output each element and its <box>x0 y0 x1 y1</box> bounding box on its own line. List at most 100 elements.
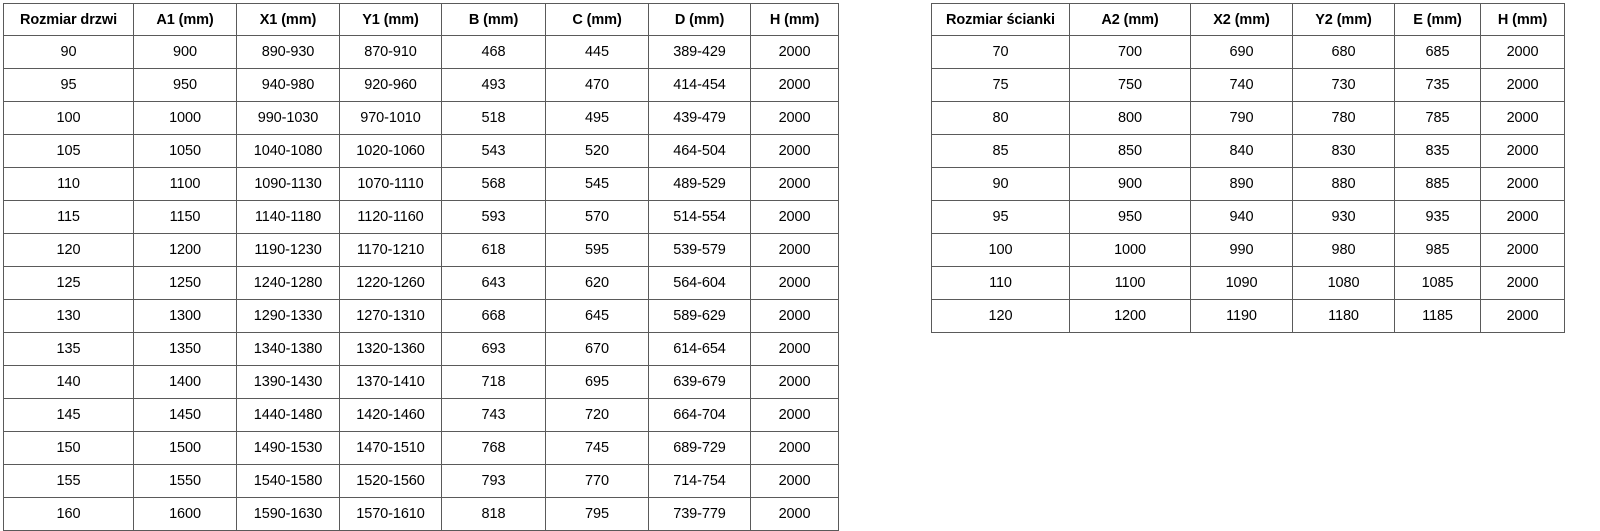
table-cell: 1090-1130 <box>236 167 340 201</box>
table-row: 90 900 890 880 885 2000 <box>931 167 1565 201</box>
table-row: 125 1250 1240-1280 1220-1260 643 620 564-604 20… <box>3 266 839 300</box>
table-cell: 2000 <box>1480 167 1565 201</box>
table-cell: 2000 <box>1480 200 1565 234</box>
table-cell: 690 <box>1190 35 1293 69</box>
table-cell: 110 <box>931 266 1070 300</box>
table-cell: 830 <box>1292 134 1395 168</box>
table-cell: 795 <box>545 497 649 531</box>
table-cell: 735 <box>1394 68 1481 102</box>
table-cell: 95 <box>931 200 1070 234</box>
wall-table-header: Rozmiar ścianki A2 (mm) X2 (mm) Y2 (mm) E (m… <box>931 3 1565 36</box>
spec-tables-page: Rozmiar drzwi A1 (mm) X1 (mm) Y1 (mm) B (mm)… <box>3 3 1565 531</box>
table-cell: 70 <box>931 35 1070 69</box>
table-cell: 1520-1560 <box>339 464 442 498</box>
table-cell: 2000 <box>1480 233 1565 267</box>
table-cell: 870-910 <box>339 35 442 69</box>
table-cell: 1000 <box>1069 233 1191 267</box>
doors-column-header-4: B (mm) <box>441 3 546 36</box>
table-cell: 145 <box>3 398 134 432</box>
table-row: 85 850 840 830 835 2000 <box>931 134 1565 168</box>
table-cell: 885 <box>1394 167 1481 201</box>
table-row: 115 1150 1140-1180 1120-1160 593 570 514-554 20… <box>3 200 839 234</box>
table-cell: 1050 <box>133 134 237 168</box>
table-cell: 1440-1480 <box>236 398 340 432</box>
table-cell: 1500 <box>133 431 237 465</box>
table-cell: 880 <box>1292 167 1395 201</box>
table-cell: 120 <box>3 233 134 267</box>
table-cell: 985 <box>1394 233 1481 267</box>
table-cell: 664-704 <box>648 398 751 432</box>
table-row: 120 1200 1190-1230 1170-1210 618 595 539-579 20… <box>3 233 839 267</box>
table-cell: 714-754 <box>648 464 751 498</box>
table-cell: 1470-1510 <box>339 431 442 465</box>
table-cell: 940-980 <box>236 68 340 102</box>
table-cell: 120 <box>931 299 1070 333</box>
table-cell: 1170-1210 <box>339 233 442 267</box>
table-cell: 818 <box>441 497 546 531</box>
doors-column-header-1: A1 (mm) <box>133 3 237 36</box>
table-cell: 2000 <box>750 365 839 399</box>
table-cell: 85 <box>931 134 1070 168</box>
table-cell: 1000 <box>133 101 237 135</box>
table-row: 75 750 740 730 735 2000 <box>931 68 1565 102</box>
table-cell: 495 <box>545 101 649 135</box>
table-cell: 2000 <box>750 332 839 366</box>
table-cell: 793 <box>441 464 546 498</box>
table-cell: 668 <box>441 299 546 333</box>
table-cell: 115 <box>3 200 134 234</box>
table-cell: 1290-1330 <box>236 299 340 333</box>
table-cell: 564-604 <box>648 266 751 300</box>
table-cell: 785 <box>1394 101 1481 135</box>
doors-table-body: 90 900 890-930 870-910 468 445 389-429 2000 95 95… <box>3 35 839 531</box>
doors-column-header-5: C (mm) <box>545 3 649 36</box>
table-cell: 2000 <box>750 35 839 69</box>
table-row: 95 950 940-980 920-960 493 470 414-454 2000 <box>3 68 839 102</box>
table-cell: 1600 <box>133 497 237 531</box>
doors-dimensions-table: Rozmiar drzwi A1 (mm) X1 (mm) Y1 (mm) B (mm)… <box>3 3 839 531</box>
table-cell: 105 <box>3 134 134 168</box>
table-cell: 439-479 <box>648 101 751 135</box>
doors-column-header-2: X1 (mm) <box>236 3 340 36</box>
table-row: 70 700 690 680 685 2000 <box>931 35 1565 69</box>
table-row: 100 1000 990 980 985 2000 <box>931 233 1565 267</box>
table-cell: 720 <box>545 398 649 432</box>
table-cell: 970-1010 <box>339 101 442 135</box>
table-cell: 740 <box>1190 68 1293 102</box>
wall-panel-dimensions-table: Rozmiar ścianki A2 (mm) X2 (mm) Y2 (mm) E (m… <box>931 3 1565 333</box>
table-cell: 743 <box>441 398 546 432</box>
table-cell: 790 <box>1190 101 1293 135</box>
table-cell: 100 <box>931 233 1070 267</box>
table-cell: 950 <box>1069 200 1191 234</box>
table-cell: 150 <box>3 431 134 465</box>
table-cell: 1140-1180 <box>236 200 340 234</box>
table-cell: 2000 <box>750 134 839 168</box>
table-cell: 545 <box>545 167 649 201</box>
table-cell: 100 <box>3 101 134 135</box>
table-cell: 389-429 <box>648 35 751 69</box>
table-cell: 2000 <box>750 266 839 300</box>
table-cell: 930 <box>1292 200 1395 234</box>
table-cell: 1100 <box>133 167 237 201</box>
table-cell: 470 <box>545 68 649 102</box>
table-cell: 2000 <box>1480 101 1565 135</box>
table-cell: 770 <box>545 464 649 498</box>
table-cell: 685 <box>1394 35 1481 69</box>
table-cell: 718 <box>441 365 546 399</box>
table-cell: 160 <box>3 497 134 531</box>
table-cell: 568 <box>441 167 546 201</box>
table-cell: 1180 <box>1292 299 1395 333</box>
table-cell: 1340-1380 <box>236 332 340 366</box>
table-cell: 95 <box>3 68 134 102</box>
table-row: 90 900 890-930 870-910 468 445 389-429 2000 <box>3 35 839 69</box>
table-cell: 1350 <box>133 332 237 366</box>
table-cell: 1240-1280 <box>236 266 340 300</box>
table-cell: 618 <box>441 233 546 267</box>
table-row: 110 1100 1090-1130 1070-1110 568 545 489-529 20… <box>3 167 839 201</box>
table-row: 100 1000 990-1030 970-1010 518 495 439-479 2000 <box>3 101 839 135</box>
table-cell: 2000 <box>750 68 839 102</box>
table-cell: 1420-1460 <box>339 398 442 432</box>
table-cell: 730 <box>1292 68 1395 102</box>
table-cell: 1390-1430 <box>236 365 340 399</box>
table-cell: 2000 <box>750 101 839 135</box>
table-cell: 90 <box>931 167 1070 201</box>
